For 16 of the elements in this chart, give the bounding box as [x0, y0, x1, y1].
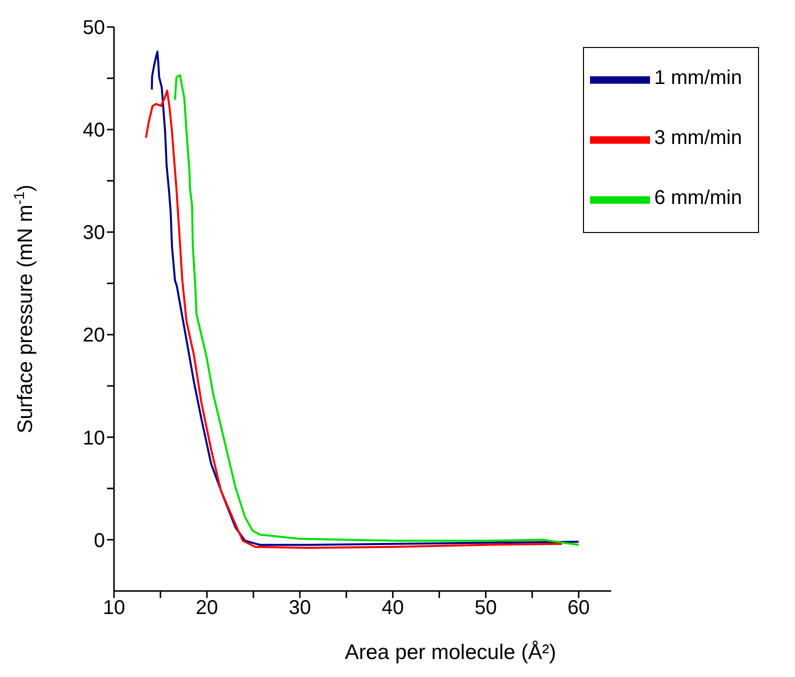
y-tick-label: 50 [82, 17, 105, 40]
x-tick-label: 60 [568, 597, 590, 620]
x-tick-label: 50 [474, 597, 497, 620]
legend-label: 6 mm/min [654, 187, 742, 210]
legend-label: 3 mm/min [654, 127, 742, 150]
legend-label: 1 mm/min [654, 67, 742, 90]
x-tick-label: 20 [196, 597, 218, 620]
y-tick-label: 40 [82, 120, 105, 142]
x-tick-label: 10 [102, 597, 126, 620]
x-tick-label: 40 [382, 597, 404, 620]
y-tick-label: 0 [94, 530, 105, 552]
y-tick-label: 30 [82, 222, 105, 244]
x-tick-label: 30 [288, 597, 311, 620]
y-tick-label: 20 [82, 324, 105, 347]
y-tick-label: 10 [82, 427, 105, 450]
x-axis-title: Area per molecule (Å²) [344, 640, 556, 664]
